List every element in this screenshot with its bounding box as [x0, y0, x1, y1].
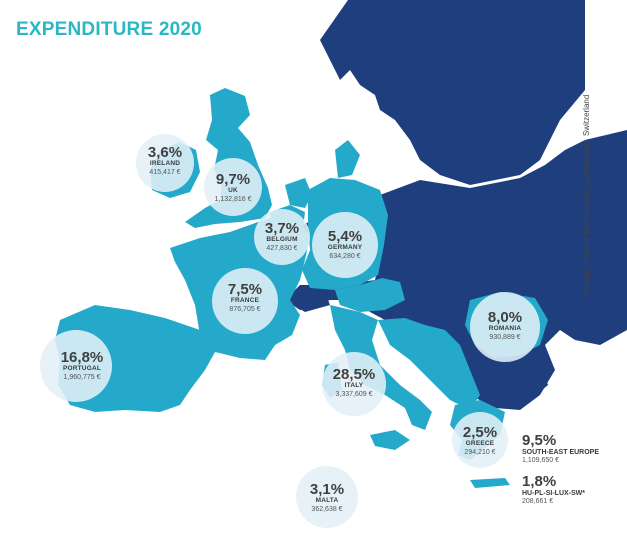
ireland-amount: 415,417 € — [149, 168, 181, 176]
portugal-amount: 1,960,775 € — [63, 373, 101, 381]
bubble-greece — [452, 412, 508, 468]
bubble-italy — [322, 352, 386, 416]
region-scandinavia — [320, 0, 585, 185]
france-name: FRANCE — [230, 297, 260, 304]
label-ireland: 3,6% IRELAND 415,417 € — [134, 145, 196, 176]
label-france: 7,5% FRANCE 876,705 € — [212, 282, 278, 313]
italy-percent: 28,5% — [332, 366, 376, 383]
portugal-percent: 16,8% — [60, 349, 104, 366]
greece-amount: 294,210 € — [464, 448, 496, 456]
south-east-europe-percent: 9,5% — [522, 432, 557, 449]
germany-amount: 634,280 € — [329, 252, 361, 260]
bubble-germany — [312, 212, 378, 278]
south-east-europe-amount: 1,109,650 € — [522, 457, 559, 464]
label-portugal: 16,8% PORTUGAL 1,960,775 € — [46, 350, 118, 381]
label-germany: 5,4% GERMANY 634,280 € — [312, 229, 378, 260]
ireland-percent: 3,6% — [147, 144, 183, 161]
italy-amount: 3,337,609 € — [335, 390, 373, 398]
label-romania: 8,0% ROMANIA 930,889 € — [470, 310, 540, 341]
hu-pl-si-lux-sw-name: HU-PL-SI-LUX-SW* — [522, 490, 585, 497]
bubble-ireland — [136, 134, 194, 192]
belgium-name: BELGIUM — [266, 236, 298, 243]
region-balkans — [378, 318, 480, 410]
belgium-percent: 3,7% — [264, 220, 300, 237]
bubble-uk — [204, 158, 262, 216]
malta-amount: 362,638 € — [311, 505, 343, 513]
belgium-amount: 427,830 € — [266, 244, 298, 252]
romania-amount: 930,889 € — [489, 333, 521, 341]
region-switzerland — [285, 290, 330, 312]
greece-name: GREECE — [465, 440, 495, 447]
region-bulgaria — [480, 358, 548, 402]
label-belgium: 3,7% BELGIUM 427,830 € — [252, 221, 312, 252]
bubble-romania — [470, 292, 540, 362]
page-title: EXPENDITURE 2020 — [16, 19, 202, 40]
hu-pl-si-lux-sw-amount: 208,661 € — [522, 498, 554, 505]
bubble-malta — [296, 466, 358, 528]
romania-name: ROMANIA — [488, 325, 522, 332]
italy-name: ITALY — [344, 382, 364, 389]
uk-percent: 9,7% — [215, 171, 251, 188]
label-south-east-europe: 9,5% SOUTH-EAST EUROPE 1,109,650 € — [522, 433, 599, 464]
region-netherlands — [285, 178, 312, 208]
uk-name: UK — [228, 187, 238, 194]
label-uk: 9,7% UK 1,132,816 € — [203, 172, 263, 203]
ireland-name: IRELAND — [149, 160, 181, 167]
hu-pl-si-lux-sw-percent: 1,8% — [522, 473, 557, 490]
region-austria-czech — [335, 278, 405, 312]
greece-percent: 2,5% — [462, 424, 498, 441]
region-sicily — [370, 430, 410, 450]
romania-percent: 8,0% — [487, 309, 523, 326]
france-percent: 7,5% — [227, 281, 263, 298]
label-greece: 2,5% GREECE 294,210 € — [451, 425, 509, 456]
germany-name: GERMANY — [327, 244, 363, 251]
label-hu-pl-si-lux-sw: 1,8% HU-PL-SI-LUX-SW* 208,661 € — [522, 474, 585, 505]
region-denmark — [335, 140, 360, 178]
france-amount: 876,705 € — [229, 305, 261, 313]
malta-percent: 3,1% — [309, 481, 345, 498]
bubble-belgium — [254, 209, 310, 265]
footnote: *Hungary, Poland and Slovenia, Luxembour… — [582, 94, 591, 300]
portugal-name: PORTUGAL — [62, 365, 102, 372]
malta-name: MALTA — [315, 497, 339, 504]
bubble-france — [212, 268, 278, 334]
region-crete — [470, 478, 510, 488]
label-italy: 28,5% ITALY 3,337,609 € — [322, 367, 386, 398]
bubble-portugal — [40, 330, 112, 402]
label-malta: 3,1% MALTA 362,638 € — [296, 482, 358, 513]
germany-percent: 5,4% — [327, 228, 363, 245]
south-east-europe-name: SOUTH-EAST EUROPE — [522, 449, 600, 456]
uk-amount: 1,132,816 € — [214, 195, 252, 203]
